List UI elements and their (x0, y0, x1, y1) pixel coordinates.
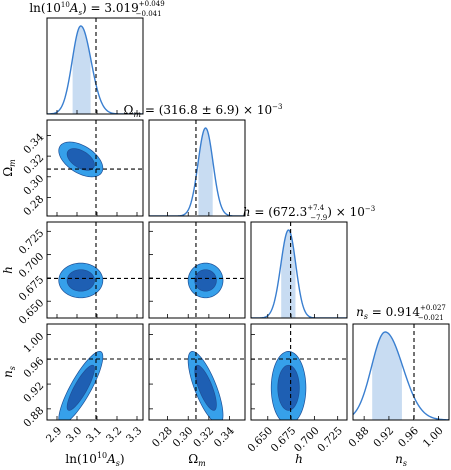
title-h: h = (672.3+7.4 −7.9) × 10−3 (243, 204, 375, 222)
panel-frame (148, 221, 246, 319)
x-tick-label: 0.34 (212, 425, 237, 450)
marginal-panel-Om (149, 120, 245, 216)
marginal-68-band-lnAs (72, 26, 91, 114)
title-lnAs: ln(1010As) = 3.019+0.049 −0.041 (29, 0, 164, 18)
y-tick-label: 0.725 (17, 227, 47, 257)
contour-68 (66, 148, 95, 171)
panel-frame (250, 221, 348, 319)
x-tick-label: 0.675 (269, 425, 299, 455)
contour-68 (66, 269, 95, 292)
x-tick-label: 3.1 (84, 425, 104, 445)
y-tick-label: 0.88 (21, 405, 46, 430)
x-tick-label: 0.96 (396, 425, 421, 450)
marginal-68-band-ns (372, 332, 402, 420)
x-axis-label-lnAs: ln(1010As) (65, 451, 124, 468)
marginal-curve-ns (353, 331, 449, 420)
x-tick-label: 0.92 (371, 425, 396, 450)
y-tick-label: 0.96 (21, 355, 46, 380)
y-tick-label: 0.650 (17, 297, 47, 327)
y-tick-label: 1.00 (21, 330, 46, 355)
title-ns: ns = 0.914+0.027 −0.021 (356, 304, 446, 322)
contour-panel-ns-vs-lnAs (47, 324, 143, 420)
y-axis-label-ns: ns (1, 366, 17, 378)
panel-frame (148, 323, 246, 421)
title-Om: Ωm = (316.8 ± 6.9) × 10−3 (124, 103, 283, 119)
panel-frame (46, 17, 144, 115)
x-tick-label: 0.725 (315, 425, 345, 455)
marginal-curve-Om (149, 127, 245, 216)
panel-frame (46, 221, 144, 319)
y-tick-label: 0.92 (21, 380, 46, 405)
contour-68 (66, 364, 95, 411)
panel-frame (148, 119, 246, 217)
marginal-panel-h (251, 222, 347, 318)
contour-panel-Om-vs-lnAs (47, 120, 143, 216)
contour-panel-h-vs-Om (149, 222, 245, 318)
contour-panel-h-vs-lnAs (47, 222, 143, 318)
x-tick-label: 2.9 (44, 425, 64, 445)
x-axis-label-h: h (295, 452, 303, 466)
marginal-panel-lnAs (47, 18, 143, 114)
x-tick-label: 3.3 (124, 425, 144, 445)
marginal-curve-lnAs (47, 25, 143, 114)
x-tick-label: 3.2 (104, 425, 124, 445)
x-axis-label-Om: Ωm (188, 452, 206, 468)
y-tick-label: 0.32 (21, 152, 46, 177)
x-tick-label: 0.700 (292, 425, 322, 455)
marginal-68-band-h (281, 230, 296, 318)
x-tick-label: 0.650 (245, 425, 275, 455)
x-tick-label: 0.30 (171, 425, 196, 450)
contour-panel-ns-vs-h (251, 324, 347, 420)
panel-frame (352, 323, 450, 421)
y-axis-label-Om: Ωm (1, 159, 17, 177)
contour-68 (277, 364, 300, 411)
marginal-68-band-Om (198, 128, 213, 216)
marginal-curve-h (251, 229, 347, 318)
x-tick-label: 0.28 (150, 425, 175, 450)
x-tick-label: 3.0 (64, 425, 84, 445)
y-tick-label: 0.30 (21, 173, 46, 198)
x-tick-label: 0.88 (346, 425, 371, 450)
x-tick-label: 0.32 (191, 425, 216, 450)
y-axis-label-h: h (1, 266, 15, 274)
y-tick-label: 0.28 (21, 193, 46, 218)
contour-panel-ns-vs-Om (149, 324, 245, 420)
panel-frame (250, 323, 348, 421)
y-tick-label: 0.34 (21, 131, 46, 156)
y-tick-label: 0.675 (17, 274, 47, 304)
contour-68 (194, 364, 217, 411)
panel-frame (46, 119, 144, 217)
y-tick-label: 0.700 (17, 250, 47, 280)
contour-68 (194, 269, 217, 292)
marginal-panel-ns (353, 324, 449, 420)
x-tick-label: 1.00 (421, 425, 446, 450)
x-axis-label-ns: ns (395, 452, 407, 468)
panel-frame (46, 323, 144, 421)
